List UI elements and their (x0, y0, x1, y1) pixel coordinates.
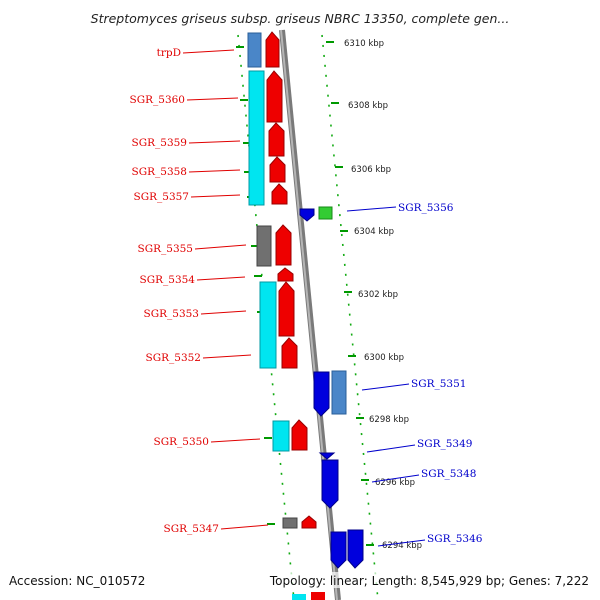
gene-label-sgr-5355[interactable]: SGR_5355 (138, 243, 193, 255)
kbp-label: 6298 kbp (369, 415, 409, 425)
gene-forward-arrow (311, 592, 325, 600)
gene-cyan (259, 281, 277, 369)
gene-forward-arrow (271, 183, 288, 205)
gene-cyan (248, 70, 265, 206)
gene-cyan (272, 420, 290, 452)
label-leader (361, 383, 410, 391)
gene-label-sgr-5346[interactable]: SGR_5346 (427, 533, 483, 545)
topology-text: Topology: linear; Length: 8,545,929 bp; … (269, 574, 589, 588)
gene-glyphs (247, 31, 364, 600)
gene-label-sgr-5356[interactable]: SGR_5356 (398, 202, 454, 214)
gene-label-sgr-5348[interactable]: SGR_5348 (421, 468, 476, 480)
map-title: Streptomyces griseus subsp. griseus NBRC… (91, 11, 510, 26)
kbp-label: 6300 kbp (364, 353, 404, 363)
gene-label-sgr-5347[interactable]: SGR_5347 (164, 523, 219, 535)
label-leader (190, 194, 241, 198)
label-leader (366, 444, 416, 453)
gene-forward-arrow (269, 156, 286, 183)
kbp-label: 6294 kbp (382, 541, 422, 551)
gene-reverse-arrow (299, 208, 315, 222)
gene-forward-arrow (275, 224, 292, 266)
label-leader (220, 524, 269, 530)
gene-gray (256, 225, 272, 267)
label-leader (202, 354, 252, 359)
kbp-label: 6302 kbp (358, 290, 398, 300)
kbp-label: 6310 kbp (344, 39, 384, 49)
gene-label-sgr-5351[interactable]: SGR_5351 (411, 378, 466, 390)
gene-forward-arrow (265, 31, 280, 68)
label-leader (346, 206, 397, 212)
label-leader (196, 276, 246, 281)
gene-label-sgr-5350[interactable]: SGR_5350 (154, 436, 209, 448)
gene-steelblue (331, 370, 347, 415)
left-gene-labels: trpD SGR_5360 SGR_5359 SGR_5358 SGR_5357… (130, 47, 269, 535)
gene-forward-arrow (281, 337, 298, 369)
gene-reverse-arrow (313, 371, 330, 417)
gene-forward-arrow (277, 267, 294, 282)
gene-label-sgr-5359[interactable]: SGR_5359 (132, 137, 187, 149)
label-leader (188, 169, 241, 173)
gene-forward-arrow (268, 122, 285, 157)
label-leader (210, 438, 261, 443)
label-leader (188, 140, 241, 144)
right-gene-labels: SGR_5356 SGR_5351 SGR_5349 SGR_5348 SGR_… (346, 202, 483, 547)
gene-reverse-arrow (318, 452, 336, 460)
gene-label-sgr-5353[interactable]: SGR_5353 (144, 308, 199, 320)
gene-label-trpd[interactable]: trpD (157, 47, 181, 59)
kbp-label: 6304 kbp (354, 227, 394, 237)
gene-label-sgr-5349[interactable]: SGR_5349 (417, 438, 472, 450)
gene-gray (282, 517, 298, 529)
gene-reverse-arrow (347, 529, 364, 569)
gene-forward-arrow (301, 515, 317, 529)
kbp-label: 6308 kbp (348, 101, 388, 111)
footer-backdrop (0, 572, 600, 588)
label-leader (194, 244, 247, 250)
label-leader (371, 474, 420, 483)
gene-label-sgr-5352[interactable]: SGR_5352 (146, 352, 201, 364)
label-leader (377, 539, 426, 547)
gene-cyan (292, 594, 306, 600)
label-leader (200, 310, 247, 315)
gene-label-sgr-5358[interactable]: SGR_5358 (132, 166, 187, 178)
kbp-label: 6306 kbp (351, 165, 391, 175)
gene-forward-arrow (266, 70, 283, 123)
kbp-labels: 6310 kbp 6308 kbp 6306 kbp 6304 kbp 6302… (344, 39, 422, 551)
gene-forward-arrow (278, 281, 295, 337)
gene-green (318, 206, 333, 220)
gene-label-sgr-5360[interactable]: SGR_5360 (130, 94, 185, 106)
gene-label-sgr-5357[interactable]: SGR_5357 (134, 191, 189, 203)
gene-reverse-arrow (321, 459, 339, 509)
accession-text: Accession: NC_010572 (9, 574, 145, 588)
label-leader (186, 97, 239, 101)
label-leader (182, 49, 235, 54)
gene-label-sgr-5354[interactable]: SGR_5354 (140, 274, 196, 286)
gene-forward-arrow (291, 419, 308, 451)
gene-steelblue (247, 32, 262, 68)
gene-reverse-arrow (330, 531, 347, 569)
kbp-label: 6296 kbp (375, 478, 415, 488)
